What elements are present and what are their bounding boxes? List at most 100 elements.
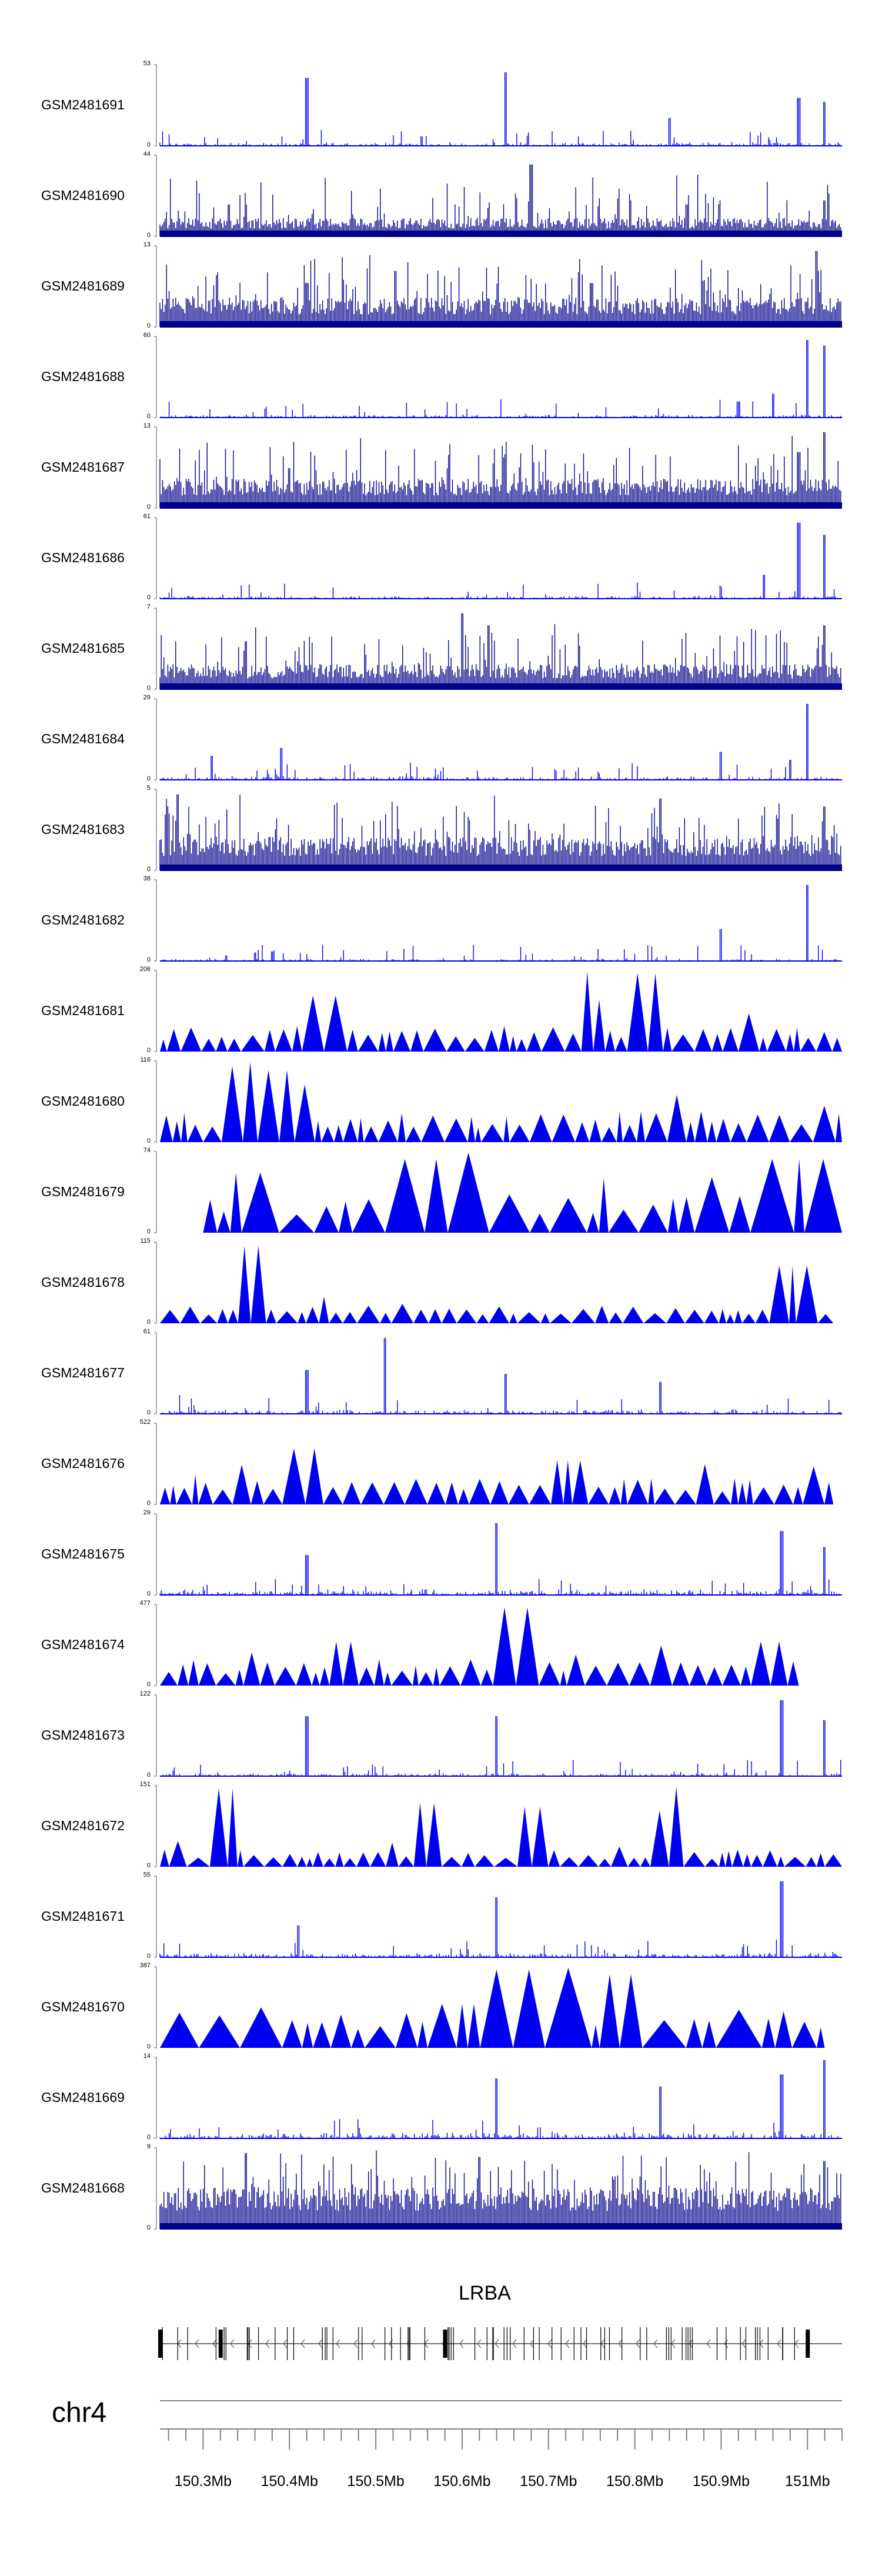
y-max-label: 522 <box>139 1419 151 1426</box>
strand-arrow-icon <box>741 2339 746 2348</box>
strand-arrow-icon <box>495 2339 499 2348</box>
sample-label-GSM2481675: GSM2481675 <box>41 1546 125 1561</box>
signal-bars <box>159 164 841 236</box>
gene-model-lrba <box>158 2327 842 2360</box>
sample-label-GSM2481669: GSM2481669 <box>41 2090 125 2105</box>
sample-label-GSM2481690: GSM2481690 <box>41 188 125 203</box>
signal-bars <box>159 251 841 327</box>
sample-label-GSM2481676: GSM2481676 <box>41 1456 125 1471</box>
y-min-label: 0 <box>146 1047 151 1054</box>
y-max-label: 60 <box>143 332 151 339</box>
y-max-label: 74 <box>143 1147 151 1154</box>
y-min-label: 0 <box>146 594 151 601</box>
signal-baseline <box>160 321 842 327</box>
strand-arrow-icon <box>653 2339 658 2348</box>
strand-arrow-icon <box>353 2339 358 2348</box>
y-max-label: 151 <box>139 1781 151 1788</box>
strand-arrow-icon <box>230 2339 235 2348</box>
sample-label-GSM2481672: GSM2481672 <box>41 1818 125 1833</box>
y-min-label: 0 <box>146 956 151 963</box>
x-tick-label: 150.8Mb <box>606 2473 664 2490</box>
y-max-label: 477 <box>139 1600 151 1607</box>
track-GSM2481683 <box>154 789 842 871</box>
track-GSM2481686 <box>154 517 842 599</box>
y-min-label: 0 <box>146 1137 151 1144</box>
signal-area <box>160 1607 799 1686</box>
strand-arrow-icon <box>724 2339 729 2348</box>
sample-label-GSM2481680: GSM2481680 <box>41 1093 125 1109</box>
strand-arrow-icon <box>777 2339 781 2348</box>
y-min-label: 0 <box>146 1953 151 1960</box>
track-GSM2481668 <box>154 2147 842 2230</box>
y-max-label: 13 <box>143 241 151 248</box>
x-tick-label: 150.3Mb <box>174 2473 232 2490</box>
signal-tracks <box>154 64 842 2230</box>
y-max-label: 29 <box>143 1509 151 1516</box>
sample-label-GSM2481689: GSM2481689 <box>41 278 125 293</box>
x-tick-label: 150.9Mb <box>692 2473 750 2490</box>
signal-area <box>160 1787 842 1867</box>
track-GSM2481685 <box>154 608 842 690</box>
signal-area <box>203 1153 842 1233</box>
y-min-label: 0 <box>146 1409 151 1416</box>
x-tick-label: 150.7Mb <box>520 2473 577 2490</box>
signal-baseline <box>160 2223 842 2229</box>
y-max-label: 29 <box>143 694 151 701</box>
strand-arrow-icon <box>195 2339 199 2348</box>
strand-arrow-icon <box>547 2339 552 2348</box>
sample-label-GSM2481673: GSM2481673 <box>41 1727 125 1743</box>
x-tick-label: 150.6Mb <box>433 2473 491 2490</box>
strand-arrow-icon <box>512 2339 517 2348</box>
signal-bars <box>159 522 841 599</box>
sample-label-GSM2481686: GSM2481686 <box>41 550 125 565</box>
track-GSM2481681 <box>154 970 842 1052</box>
sample-label-GSM2481674: GSM2481674 <box>41 1637 125 1652</box>
signal-baseline <box>160 683 842 689</box>
y-max-label: 9 <box>146 2143 151 2150</box>
signal-area <box>160 1448 834 1504</box>
signal-area <box>160 972 842 1052</box>
y-max-label: 61 <box>143 1328 151 1335</box>
track-GSM2481691 <box>154 64 842 146</box>
gene-name-label: LRBA <box>459 2282 511 2304</box>
sample-label-GSM2481682: GSM2481682 <box>41 912 125 927</box>
track-GSM2481673 <box>154 1694 842 1777</box>
sample-label-GSM2481679: GSM2481679 <box>41 1184 125 1199</box>
signal-bars <box>159 1881 841 1957</box>
track-GSM2481680 <box>154 1060 842 1143</box>
y-max-label: 5 <box>146 785 151 792</box>
sample-label-GSM2481671: GSM2481671 <box>41 1908 125 1924</box>
track-GSM2481682 <box>154 879 842 962</box>
strand-arrow-icon <box>318 2339 323 2348</box>
signal-bars <box>159 72 841 146</box>
y-min-label: 0 <box>146 1771 151 1778</box>
y-min-label: 0 <box>146 1862 151 1869</box>
signal-bars <box>159 703 841 780</box>
track-GSM2481690 <box>154 155 842 237</box>
y-min-label: 0 <box>146 685 151 692</box>
sample-label-GSM2481668: GSM2481668 <box>41 2180 125 2195</box>
signal-bars <box>159 885 841 961</box>
y-min-label: 0 <box>146 503 151 510</box>
sample-label-GSM2481670: GSM2481670 <box>41 1999 125 2014</box>
y-min-label: 0 <box>146 1319 151 1326</box>
y-min-label: 0 <box>146 2134 151 2141</box>
track-GSM2481679 <box>154 1151 842 1233</box>
strand-arrow-icon <box>459 2339 464 2348</box>
track-GSM2481684 <box>154 698 842 780</box>
strand-arrow-icon <box>300 2339 305 2348</box>
signal-bars <box>159 1523 841 1595</box>
strand-arrow-icon <box>706 2339 711 2348</box>
y-max-label: 14 <box>143 2053 151 2060</box>
track-GSM2481674 <box>154 1604 799 1686</box>
y-max-label: 53 <box>143 60 151 67</box>
strand-arrow-icon <box>618 2339 623 2348</box>
y-min-label: 0 <box>146 775 151 782</box>
y-max-label: 7 <box>146 603 151 610</box>
track-GSM2481688 <box>154 336 842 418</box>
signal-bars <box>159 2060 841 2138</box>
y-min-label: 0 <box>146 141 151 148</box>
y-min-label: 0 <box>146 1681 151 1688</box>
signal-baseline <box>160 502 842 508</box>
track-GSM2481676 <box>154 1423 834 1505</box>
